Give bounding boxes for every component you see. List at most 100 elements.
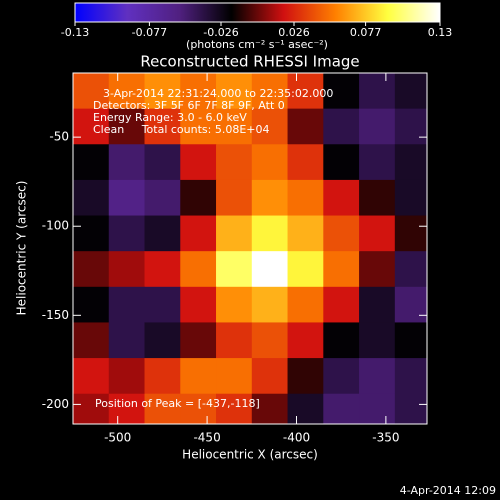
heatmap-cell	[108, 393, 146, 424]
heatmap-cell	[216, 144, 253, 181]
heatmap-cell	[287, 393, 324, 424]
heatmap-cell	[216, 108, 253, 145]
y-tick-label: -100	[42, 219, 69, 233]
x-tick-label: -450	[193, 431, 220, 445]
heatmap-cell	[144, 215, 181, 252]
heatmap-cell	[394, 251, 427, 288]
heatmap-cell	[216, 251, 253, 288]
colorbar-tick-label: 0.077	[350, 26, 382, 39]
heatmap-cell	[180, 73, 217, 110]
heatmap-cell	[323, 73, 360, 110]
heatmap-cell	[144, 251, 181, 288]
heatmap-cell	[251, 358, 289, 395]
heatmap-cell	[73, 179, 110, 217]
heatmap-cell	[359, 393, 396, 424]
heatmap-cell	[287, 73, 324, 110]
y-tick-label: -200	[42, 397, 69, 411]
heatmap-cell	[73, 393, 110, 424]
heatmap-cell	[180, 322, 217, 359]
heatmap-cell	[359, 144, 396, 181]
heatmap-cell	[180, 393, 217, 424]
heatmap-cell	[216, 286, 253, 323]
heatmap-cell	[144, 73, 181, 110]
heatmap-cell	[180, 179, 217, 217]
image	[73, 73, 427, 424]
x-axis-label: Heliocentric X (arcsec)	[182, 448, 318, 462]
heatmap-cell	[323, 144, 360, 181]
heatmap-cell	[73, 251, 110, 288]
x-tick-label: -500	[104, 431, 131, 445]
annotation: 3-Apr-2014 22:31:24.000 to 22:35:02.000	[103, 87, 333, 100]
heatmap-cell	[180, 215, 217, 252]
heatmap-cell	[394, 108, 427, 145]
heatmap-cell	[251, 144, 289, 181]
heatmap-cell	[144, 144, 181, 181]
heatmap-cell	[108, 251, 146, 288]
heatmap-cell	[108, 179, 146, 217]
y-tick-label: -50	[49, 130, 69, 144]
heatmap-cell	[287, 251, 324, 288]
heatmap-cell	[180, 286, 217, 323]
heatmap-cell	[73, 286, 110, 323]
heatmap-cell	[108, 144, 146, 181]
heatmap-cell	[251, 393, 289, 424]
heatmap-cell	[180, 108, 217, 145]
heatmap-cell	[180, 144, 217, 181]
annotation: Detectors: 3F 5F 6F 7F 8F 9F, Att 0	[93, 99, 285, 112]
heatmap-cell	[144, 179, 181, 217]
heatmap-cell	[287, 358, 324, 395]
heatmap-cell	[144, 322, 181, 359]
heatmap-cell	[73, 358, 110, 395]
heatmap-cell	[394, 215, 427, 252]
heatmap-cell	[359, 73, 396, 110]
heatmap-cell	[251, 251, 289, 288]
heatmap-cell	[394, 179, 427, 217]
heatmap-cell	[359, 251, 396, 288]
colorbar-tick-label: -0.026	[203, 26, 238, 39]
heatmap-cell	[180, 358, 217, 395]
annotation: Energy Range: 3.0 - 6.0 keV	[93, 111, 247, 124]
heatmap-cell	[251, 322, 289, 359]
heatmap-cell	[323, 215, 360, 252]
x-tick-label: -350	[372, 431, 399, 445]
heatmap-cell	[359, 108, 396, 145]
x-tick-label: -400	[283, 431, 310, 445]
heatmap-cell	[323, 251, 360, 288]
heatmap-cell	[394, 73, 427, 110]
peak-label: Position of Peak = [-437,-118]	[95, 397, 260, 410]
heatmap-cell	[144, 358, 181, 395]
colorbar-label: (photons cm⁻² s⁻¹ asec⁻²)	[186, 38, 328, 51]
heatmap-cell	[394, 144, 427, 181]
heatmap-cell	[73, 144, 110, 181]
colorbar	[74, 2, 441, 23]
heatmap-cell	[108, 358, 146, 395]
heatmap-cell	[251, 73, 289, 110]
heatmap-cell	[359, 358, 396, 395]
heatmap-cell	[394, 322, 427, 359]
y-axis-label: Heliocentric Y (arcsec)	[15, 181, 29, 316]
colorbar-tick-label: -0.077	[132, 26, 167, 39]
heatmap-cell	[323, 179, 360, 217]
heatmap-cell	[323, 322, 360, 359]
heatmap-cell	[359, 286, 396, 323]
heatmap-cell	[144, 108, 181, 145]
heatmap-cell	[323, 393, 360, 424]
heatmap-cell	[73, 108, 110, 145]
heatmap-cell	[144, 393, 181, 424]
heatmap-cell	[251, 108, 289, 145]
colorbar-tick-label: 0.13	[428, 26, 453, 39]
heatmap-cell	[394, 286, 427, 323]
heatmap-cell	[323, 358, 360, 395]
heatmap-cell	[216, 393, 253, 424]
chart-title: Reconstructed RHESSI Image	[140, 53, 359, 71]
heatmap-cell	[180, 251, 217, 288]
heatmap-cell	[108, 73, 146, 110]
colorbar-tick-label: -0.13	[61, 26, 89, 39]
heatmap-cell	[73, 215, 110, 252]
heatmap-cell	[323, 286, 360, 323]
annotation: Clean Total counts: 5.08E+04	[93, 123, 270, 136]
y-tick-label: -150	[42, 308, 69, 322]
heatmap-cell	[287, 215, 324, 252]
heatmap-cell	[394, 358, 427, 395]
